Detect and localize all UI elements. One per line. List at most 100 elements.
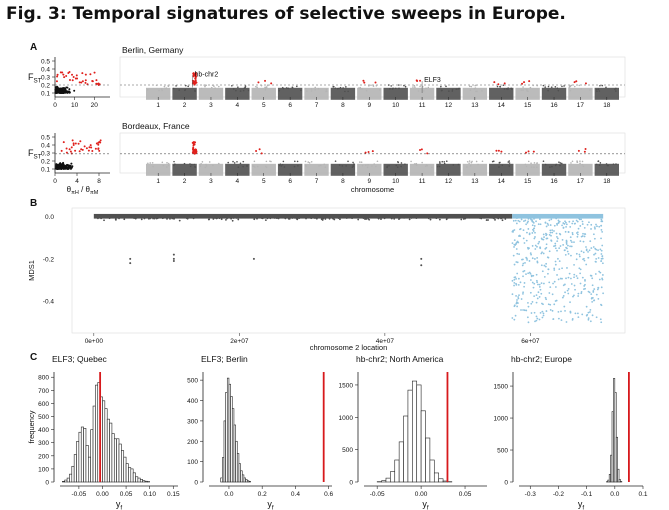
mds-blue-point: [554, 286, 557, 288]
outlier-point: [420, 148, 423, 151]
mds-blue-point: [538, 283, 541, 286]
mds-blue-point: [586, 223, 589, 226]
fst-point: [278, 89, 281, 92]
mds-blue-point: [535, 220, 537, 223]
fst-point: [205, 163, 207, 166]
chromosome-band: [357, 87, 382, 100]
outlier-point: [193, 152, 196, 155]
mds-blue-point: [579, 282, 582, 285]
mds-blue-point: [573, 276, 575, 279]
outlier-point: [192, 144, 195, 147]
chromosome-tick-label: 15: [524, 102, 532, 109]
inset-point: [70, 152, 73, 155]
mds-blue-point: [596, 225, 598, 228]
mds-blue-point: [531, 257, 534, 260]
fst-point: [533, 162, 536, 164]
histogram-bar: [438, 478, 444, 483]
mds-blue-point: [529, 217, 532, 220]
mds-blue-point: [598, 278, 601, 281]
mds-blue-point: [595, 316, 598, 319]
mds-point: [377, 216, 380, 219]
fst-point: [193, 163, 196, 166]
fst-point: [470, 85, 473, 88]
mds-blue-point: [549, 286, 552, 289]
mds-blue-point: [593, 288, 596, 290]
fst-point: [410, 160, 412, 163]
y-tick-label: 800: [38, 375, 49, 382]
fst-point: [218, 85, 220, 88]
fst-point: [334, 87, 337, 89]
mds-blue-point: [514, 219, 517, 222]
mds-point: [140, 218, 143, 221]
inset-point: [69, 150, 72, 153]
mds-blue-point: [574, 312, 577, 315]
fst-point: [544, 86, 546, 88]
mds-blue-point: [596, 215, 599, 218]
mds-blue-point: [591, 314, 594, 317]
mds-blue-point: [534, 216, 536, 218]
outlier-point: [584, 82, 587, 85]
mds-point: [357, 218, 360, 221]
mds-blue-point: [528, 233, 531, 236]
fst-point: [581, 160, 584, 163]
mds-blue-point: [592, 233, 595, 236]
mds-blue-point: [527, 301, 529, 304]
fst-point: [365, 164, 367, 166]
inset-point: [68, 88, 71, 91]
mds-point: [322, 217, 325, 220]
mds-blue-point: [516, 272, 519, 275]
fst-point: [155, 84, 158, 87]
mds-point: [169, 218, 171, 220]
histogram-bar: [64, 479, 68, 483]
mds-blue-point: [549, 224, 552, 226]
histogram-bar: [118, 443, 122, 483]
fst-point: [451, 90, 454, 92]
mds-blue-point: [550, 234, 552, 237]
fst-point: [306, 90, 308, 92]
fst-point: [242, 165, 244, 168]
x-tick-label: 0.0: [610, 491, 619, 498]
inset-x-tick-label: 0: [53, 102, 57, 109]
inset-point: [72, 144, 75, 147]
mds-blue-point: [553, 224, 556, 227]
mds-point: [497, 217, 500, 220]
mds-point: [253, 218, 256, 221]
mds-point: [305, 217, 307, 220]
mds-point: [166, 218, 168, 220]
mds-blue-point: [534, 236, 536, 238]
fst-point: [347, 160, 349, 163]
y-tick-label: 0.4: [41, 143, 50, 150]
fst-point: [554, 85, 557, 88]
mds-blue-point: [523, 220, 525, 222]
mds-blue-point: [533, 237, 536, 240]
mds-blue-point: [576, 277, 579, 280]
chromosome-band: [462, 87, 488, 100]
mds-blue-point: [544, 265, 547, 268]
fst-point: [367, 164, 369, 166]
fst-point: [448, 90, 450, 92]
mds-point: [460, 218, 463, 221]
fst-point: [475, 90, 477, 93]
mds-blue-point: [568, 220, 571, 223]
mds-blue-point: [554, 247, 557, 250]
inset-point: [62, 167, 65, 170]
inset-point: [65, 147, 68, 150]
fst-point: [580, 88, 583, 90]
mds-blue-point: [576, 220, 579, 223]
mds-blue-point: [577, 292, 580, 295]
histogram-bar: [144, 480, 148, 483]
fst-point: [436, 165, 439, 168]
fst-point: [579, 162, 581, 165]
mds-blue-point: [600, 224, 603, 227]
mds-blue-point: [587, 318, 590, 321]
fst-point: [147, 162, 149, 165]
fst-point: [395, 164, 398, 167]
fst-point: [614, 88, 616, 91]
fst-point: [347, 90, 349, 93]
histogram-bar: [111, 433, 115, 483]
mds-blue-point: [589, 274, 592, 277]
fst-point: [496, 85, 499, 88]
mds-blue-point: [540, 292, 543, 295]
mds-blue-point: [564, 220, 566, 223]
mds-blue-point: [514, 215, 516, 218]
